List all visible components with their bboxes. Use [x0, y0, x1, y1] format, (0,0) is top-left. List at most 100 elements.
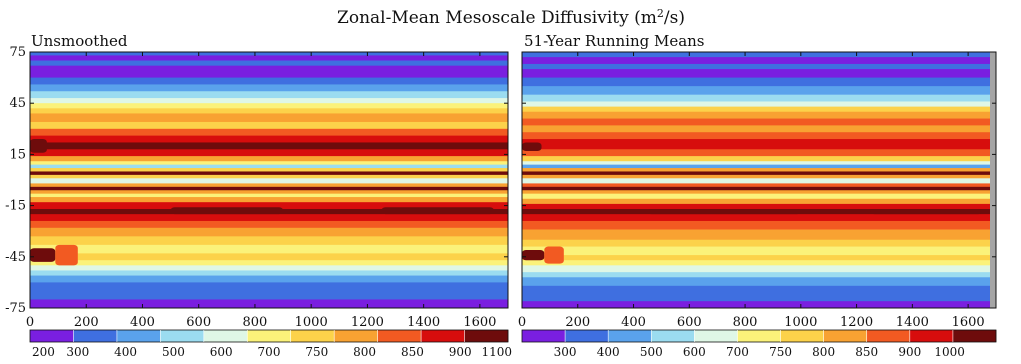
y-tick-label: -45 [5, 250, 26, 265]
latitude-band [522, 203, 996, 210]
colorbar-unsmoothed: 0 200 400 600 800 1000 1200 1400 1600 200 300 400 50… [26, 315, 512, 359]
latitude-band [522, 260, 996, 266]
latitude-band [30, 156, 508, 162]
latitude-band [522, 118, 996, 126]
colorbar-level-label: 750 [769, 345, 792, 359]
colorbar-level-label: 500 [640, 345, 663, 359]
heatmap-patch [55, 244, 78, 266]
x-tick-label: 0 [26, 315, 34, 330]
latitude-band [30, 84, 508, 92]
latitude-band [30, 113, 508, 123]
heatmap-field [522, 52, 996, 308]
heatmap-patch [381, 207, 494, 215]
latitude-band [30, 193, 508, 198]
x-tick-label: 1000 [295, 315, 328, 330]
colorbar-level-label: 900 [449, 345, 472, 359]
x-tick-label: 200 [565, 315, 590, 330]
y-tick-label: 75 [9, 45, 26, 60]
latitude-band [30, 253, 508, 261]
colorbar-level-label: 700 [726, 345, 749, 359]
heatmap-patch [170, 207, 284, 215]
latitude-band [30, 103, 508, 109]
colorbar-level-label: 700 [258, 345, 281, 359]
y-tick-label: -15 [5, 199, 26, 214]
colorbar-level-label: 850 [401, 345, 424, 359]
y-tick-label: -75 [5, 301, 26, 316]
colorbar-swatch [565, 330, 609, 342]
x-tick-label: 1600 [463, 315, 496, 330]
heatmap-panel-unsmoothed: 75 45 15 -15 -45 -75 [5, 45, 509, 316]
latitude-band [522, 178, 996, 184]
colorbar-swatch [377, 330, 422, 342]
latitude-band [30, 244, 508, 254]
latitude-band [30, 183, 508, 188]
panel-title-running-means: 51-Year Running Means [524, 32, 705, 50]
colorbar-swatch [30, 330, 74, 342]
colorbar-swatch [464, 330, 509, 342]
latitude-band [522, 52, 996, 58]
latitude-band [522, 255, 996, 261]
heatmap-patch [30, 248, 56, 262]
latitude-band [30, 135, 508, 143]
x-tick-label: 800 [733, 315, 758, 330]
colorbar-level-label: 900 [898, 345, 921, 359]
latitude-band [522, 57, 996, 65]
colorbar-swatch [247, 330, 292, 342]
heatmap-patch [544, 246, 564, 264]
latitude-band [30, 275, 508, 283]
latitude-band [522, 190, 996, 195]
colorbar-level-label: 400 [597, 345, 620, 359]
latitude-band [522, 174, 996, 179]
x-tick-label: 1400 [896, 315, 929, 330]
latitude-band [30, 121, 508, 130]
latitude-band [522, 229, 996, 241]
y-tick-label: 15 [9, 147, 26, 162]
latitude-band [30, 55, 508, 61]
latitude-band [522, 186, 996, 191]
latitude-band [30, 60, 508, 67]
latitude-band [30, 65, 508, 78]
latitude-band [522, 139, 996, 150]
latitude-band [522, 171, 996, 176]
colorbar-swatch [334, 330, 378, 342]
heatmap-patch [522, 249, 545, 261]
x-tick-label: 1200 [840, 315, 873, 330]
title-superscript: 2 [657, 7, 664, 20]
latitude-band [522, 277, 996, 287]
colorbar-frame [521, 329, 997, 343]
x-tick-label: 1600 [952, 315, 985, 330]
latitude-band [30, 197, 508, 203]
latitude-band [522, 63, 996, 70]
latitude-band [30, 164, 508, 169]
latitude-band [522, 86, 996, 96]
latitude-band [30, 186, 508, 191]
colorbar-swatch [737, 330, 781, 342]
colorbar-swatch [866, 330, 911, 342]
latitude-band [522, 214, 996, 222]
latitude-band [522, 168, 996, 172]
latitude-band [30, 161, 508, 166]
colorbar-level-label: 850 [855, 345, 878, 359]
colorbar-swatch [823, 330, 868, 342]
latitude-band [30, 168, 508, 172]
axes-frame [29, 51, 509, 309]
colorbar-level-label: 500 [162, 345, 185, 359]
latitude-band [522, 220, 996, 230]
colorbar-level-label: 600 [683, 345, 706, 359]
latitude-band [522, 156, 996, 162]
latitude-band [30, 142, 508, 150]
x-tick-label: 600 [186, 315, 211, 330]
colorbar-swatch [73, 330, 118, 342]
colorbar-frame [29, 329, 509, 343]
latitude-band [522, 94, 996, 102]
colorbar-swatch [952, 330, 997, 342]
heatmap-patch [522, 142, 542, 151]
colorbar-level-label: 1100 [481, 345, 512, 359]
colorbar-swatch [203, 330, 248, 342]
x-tick-label: 800 [243, 315, 268, 330]
x-tick-label: 1200 [351, 315, 384, 330]
latitude-band [30, 227, 508, 237]
latitude-band [30, 236, 508, 246]
colorbar-level-label: 600 [210, 345, 233, 359]
